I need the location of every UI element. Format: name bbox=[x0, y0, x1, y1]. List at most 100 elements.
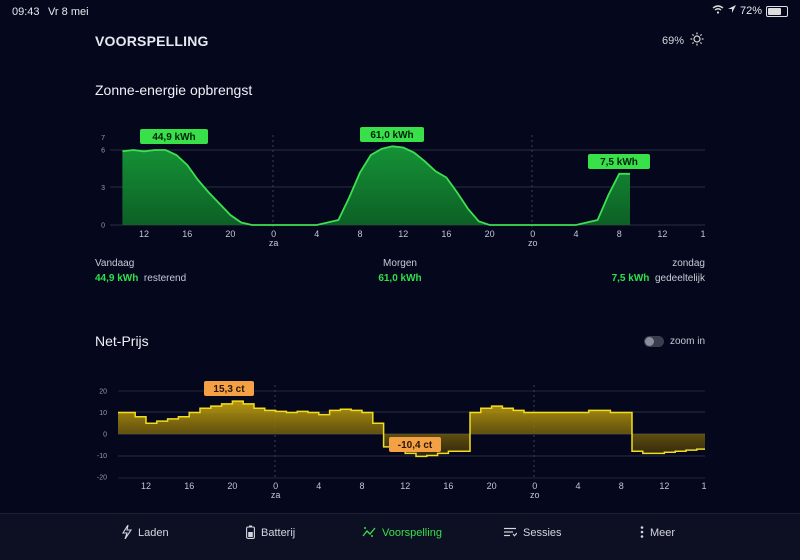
summary-today: Vandaag 44,9 kWh resterend bbox=[95, 258, 186, 284]
price-badge: -10,4 ct bbox=[389, 437, 441, 452]
price-x-tick: 20 bbox=[487, 481, 497, 491]
solar-line bbox=[122, 145, 630, 226]
wifi-icon bbox=[712, 5, 724, 17]
price-x-tick: 12 bbox=[659, 481, 669, 491]
solar-section-title: Zonne-energie opbrengst bbox=[95, 82, 253, 98]
price-x-tick: 1 bbox=[701, 481, 706, 491]
solar-x-tick: 0 bbox=[271, 229, 276, 239]
solar-x-tick: 8 bbox=[357, 229, 362, 239]
price-x-tick: 4 bbox=[575, 481, 580, 491]
summary-tomorrow: Morgen 61,0 kWh bbox=[368, 258, 432, 284]
tab-sessies[interactable]: Sessies bbox=[504, 514, 562, 552]
price-line bbox=[118, 400, 705, 458]
page-title: VOORSPELLING bbox=[95, 33, 209, 49]
price-x-tick: 12 bbox=[141, 481, 151, 491]
solar-x-tick: 16 bbox=[441, 229, 451, 239]
price-x-tick: 0 bbox=[532, 481, 537, 491]
summary-today-value: 44,9 kWh bbox=[95, 273, 139, 284]
tab-meer[interactable]: Meer bbox=[640, 514, 675, 552]
price-day-label: za bbox=[271, 490, 281, 500]
tab-laden-label: Laden bbox=[138, 527, 169, 539]
location-icon bbox=[727, 5, 736, 17]
price-badge: 15,3 ct bbox=[204, 381, 254, 396]
price-y-tick: 0 bbox=[103, 432, 107, 439]
price-grid bbox=[118, 385, 705, 480]
zoom-label: zoom in bbox=[669, 336, 705, 347]
more-icon bbox=[640, 525, 644, 541]
solar-area bbox=[122, 146, 631, 225]
svg-text:15,3 ct: 15,3 ct bbox=[213, 384, 245, 395]
tab-laden[interactable]: Laden bbox=[122, 514, 169, 552]
solar-day-label: zo bbox=[528, 238, 538, 248]
solar-y-tick: 6 bbox=[101, 148, 105, 155]
svg-text:44,9 kWh: 44,9 kWh bbox=[152, 132, 195, 143]
price-area bbox=[118, 401, 705, 457]
solar-badge: 7,5 kWh bbox=[588, 154, 650, 169]
svg-text:61,0 kWh: 61,0 kWh bbox=[370, 130, 413, 141]
price-day-label: zo bbox=[530, 490, 540, 500]
solar-x-tick: 20 bbox=[225, 229, 235, 239]
summary-sunday-value: 7,5 kWh bbox=[611, 273, 650, 284]
tab-batterij-label: Batterij bbox=[261, 527, 296, 539]
summary-sunday-note: gedeeltelijk bbox=[654, 273, 705, 284]
date: Vr 8 mei bbox=[48, 6, 89, 18]
zoom-switch[interactable] bbox=[643, 336, 664, 347]
price-x-tick: 16 bbox=[184, 481, 194, 491]
status-bar: 09:43 Vr 8 mei 72% bbox=[0, 0, 800, 22]
summary-tomorrow-day: Morgen bbox=[383, 258, 417, 269]
solar-day-label: za bbox=[269, 238, 279, 248]
summary-sunday: zondag 7,5 kWh gedeeltelijk bbox=[612, 258, 705, 284]
sun-icon bbox=[690, 32, 704, 49]
brightness-control[interactable]: 69% bbox=[662, 32, 704, 49]
price-y-tick: -10 bbox=[97, 453, 107, 460]
solar-x-tick: 20 bbox=[485, 229, 495, 239]
battery-percentage: 72% bbox=[739, 5, 762, 17]
solar-x-tick: 8 bbox=[617, 229, 622, 239]
solar-badge: 44,9 kWh bbox=[140, 129, 208, 144]
clock: 09:43 bbox=[12, 6, 40, 18]
price-x-tick: 0 bbox=[273, 481, 278, 491]
solar-x-tick: 1 bbox=[700, 229, 705, 239]
solar-x-tick: 0 bbox=[530, 229, 535, 239]
solar-x-tick: 4 bbox=[573, 229, 578, 239]
solar-y-tick: 7 bbox=[101, 135, 105, 142]
summary-today-day: Vandaag bbox=[95, 258, 135, 269]
solar-x-tick: 12 bbox=[139, 229, 149, 239]
solar-x-tick: 12 bbox=[657, 229, 667, 239]
lightning-icon bbox=[122, 524, 133, 542]
forecast-icon bbox=[362, 526, 376, 541]
price-y-tick: 20 bbox=[99, 389, 107, 396]
solar-grid bbox=[110, 135, 705, 228]
price-x-tick: 4 bbox=[316, 481, 321, 491]
summary-sunday-day: zondag bbox=[672, 258, 705, 269]
list-icon bbox=[504, 527, 518, 540]
summary-tomorrow-value: 61,0 kWh bbox=[378, 273, 422, 284]
tab-sessies-label: Sessies bbox=[523, 527, 562, 539]
price-x-tick: 8 bbox=[619, 481, 624, 491]
solar-x-tick: 12 bbox=[398, 229, 408, 239]
solar-x-tick: 16 bbox=[182, 229, 192, 239]
status-right: 72% bbox=[712, 5, 788, 17]
solar-y-tick: 0 bbox=[101, 223, 105, 230]
tab-meer-label: Meer bbox=[650, 527, 676, 539]
solar-y-tick: 3 bbox=[101, 185, 105, 192]
price-x-tick: 16 bbox=[443, 481, 453, 491]
battery-icon bbox=[246, 525, 255, 542]
tab-voorspelling-label: Voorspelling bbox=[382, 527, 442, 539]
brightness-value: 69% bbox=[661, 34, 684, 47]
price-x-tick: 20 bbox=[227, 481, 237, 491]
tab-voorspelling[interactable]: Voorspelling bbox=[362, 514, 442, 552]
solar-x-tick: 4 bbox=[314, 229, 319, 239]
price-x-tick: 8 bbox=[359, 481, 364, 491]
price-section-title: Net-Prijs bbox=[95, 333, 149, 349]
zoom-toggle[interactable]: zoom in bbox=[643, 336, 705, 347]
tab-batterij[interactable]: Batterij bbox=[246, 514, 295, 552]
price-y-tick: 10 bbox=[99, 410, 107, 417]
price-x-tick: 12 bbox=[400, 481, 410, 491]
price-y-tick: -20 bbox=[97, 475, 107, 482]
svg-text:7,5 kWh: 7,5 kWh bbox=[600, 157, 638, 168]
svg-text:-10,4 ct: -10,4 ct bbox=[398, 440, 433, 451]
solar-badge: 61,0 kWh bbox=[360, 127, 424, 142]
battery-icon bbox=[766, 5, 788, 17]
tab-bar: Laden Batterij Voorspelling Sessies Meer bbox=[0, 513, 800, 560]
